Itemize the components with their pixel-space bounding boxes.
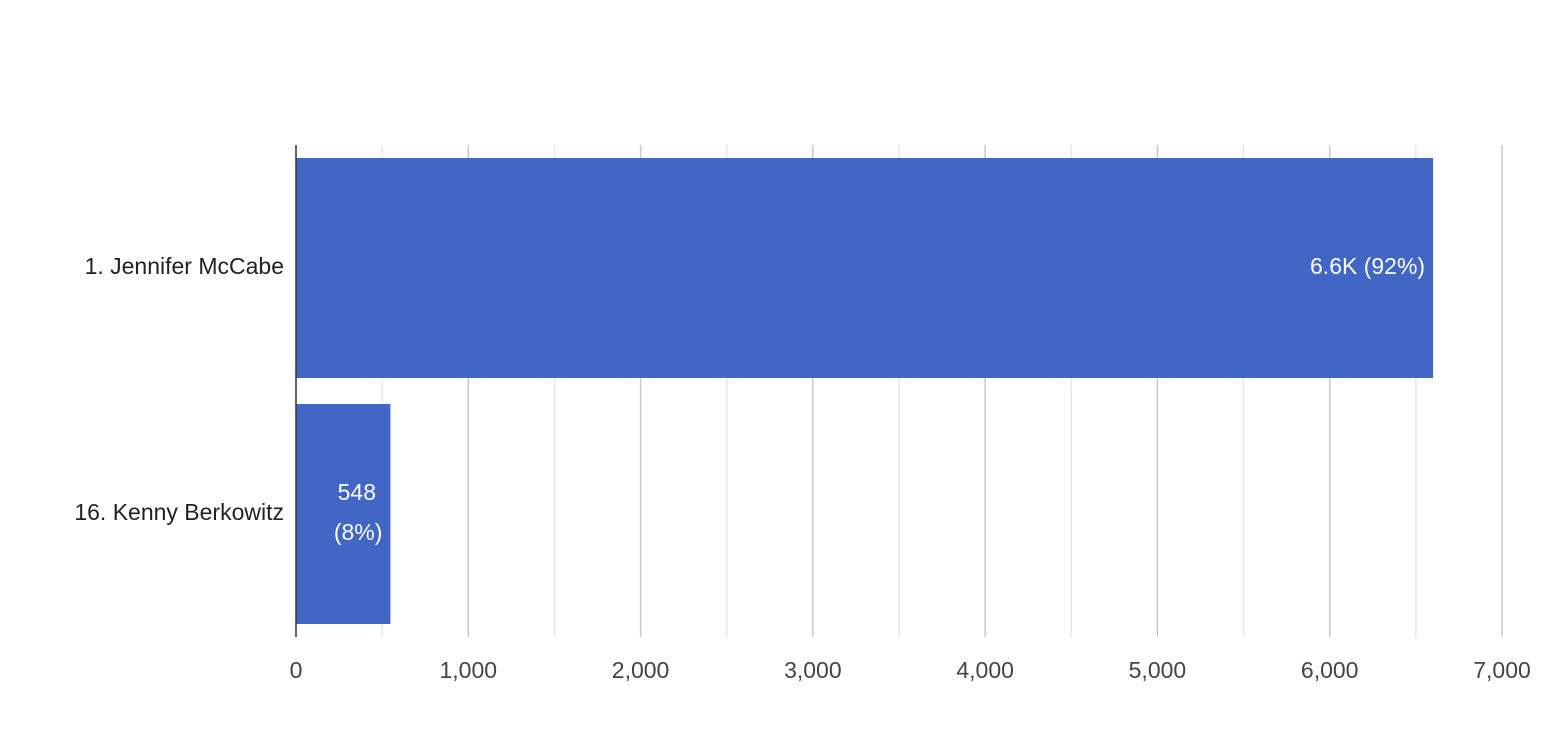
bar [296, 404, 391, 624]
y-tick-label: 1. Jennifer McCabe [85, 253, 284, 279]
y-tick-label: 16. Kenny Berkowitz [74, 499, 284, 525]
value-label-line: 548 [338, 479, 383, 505]
value-label-line: (8%) [334, 519, 383, 545]
value-label: 548 (8%) [334, 479, 383, 545]
x-tick-label: 2,000 [612, 657, 670, 683]
bar [296, 158, 1434, 378]
x-tick-label: 3,000 [784, 657, 842, 683]
x-tick-label: 6,000 [1301, 657, 1359, 683]
x-tick-label: 0 [290, 657, 303, 683]
x-tick-label: 5,000 [1129, 657, 1187, 683]
x-tick-label: 7,000 [1473, 657, 1531, 683]
x-tick-label: 1,000 [440, 657, 498, 683]
value-label: 6.6K (92%) [1310, 253, 1425, 279]
x-tick-label: 4,000 [956, 657, 1014, 683]
